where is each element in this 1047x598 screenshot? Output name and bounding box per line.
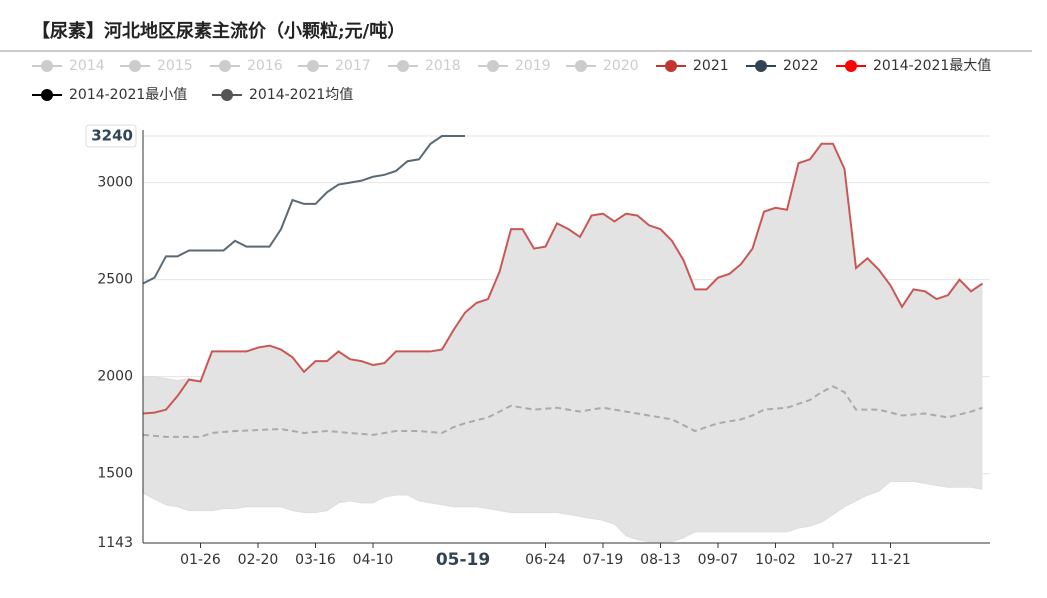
legend-label[interactable]: 2019 — [515, 58, 551, 74]
y-tick-label: 1500 — [97, 466, 133, 482]
range-area — [143, 143, 983, 542]
series-line — [142, 385, 983, 438]
x-tick-label: 10-27 — [813, 552, 854, 568]
x-tick-label: 02-20 — [238, 552, 279, 568]
legend-marker — [41, 89, 53, 101]
legend-label[interactable]: 2017 — [335, 58, 371, 74]
legend-marker — [755, 60, 767, 72]
chart-title: 【尿素】河北地区尿素主流价（小颗粒;元/吨） — [32, 20, 405, 42]
y-pointer-box — [85, 124, 137, 148]
legend-label[interactable]: 2015 — [157, 58, 193, 74]
y-tick-label: 1143 — [97, 535, 133, 551]
y-tick-label: 2500 — [97, 272, 133, 288]
legend-marker — [307, 60, 319, 72]
legend-label[interactable]: 2020 — [603, 58, 639, 74]
x-tick-label: 09-07 — [698, 552, 739, 568]
y-tick-label: 3000 — [97, 175, 133, 191]
x-tick-label: 10-02 — [755, 552, 796, 568]
legend-label[interactable]: 2014-2021最大值 — [873, 58, 991, 74]
legend-marker — [575, 60, 587, 72]
legend-label[interactable]: 2016 — [247, 58, 283, 74]
x-pointer-label: 05-19 — [436, 550, 490, 570]
legend-label[interactable]: 2014 — [69, 58, 105, 74]
legend-marker — [397, 60, 409, 72]
legend-marker — [487, 60, 499, 72]
legend-label[interactable]: 2022 — [783, 58, 819, 74]
x-tick-label: 08-13 — [640, 552, 681, 568]
x-tick-label: 03-16 — [295, 552, 336, 568]
series-line — [142, 480, 983, 543]
legend-marker — [221, 89, 233, 101]
legend-marker — [41, 60, 53, 72]
y-tick-label: 2000 — [97, 369, 133, 385]
series-line — [142, 142, 984, 415]
y-tick-label: 3240 — [91, 127, 133, 145]
legend-label[interactable]: 2014-2021均值 — [249, 87, 353, 103]
x-pointer-box — [432, 548, 494, 573]
legend-marker — [129, 60, 141, 72]
x-tick-label: 11-21 — [870, 552, 911, 568]
legend-label[interactable]: 2014-2021最小值 — [69, 87, 187, 103]
x-tick-label: 01-26 — [180, 552, 221, 568]
x-tick-label: 07-19 — [583, 552, 624, 568]
legend-marker — [665, 60, 677, 72]
x-tick-label: 06-24 — [525, 552, 566, 568]
legend-label[interactable]: 2018 — [425, 58, 461, 74]
legend-label[interactable]: 2021 — [693, 58, 729, 74]
legend-marker — [219, 60, 231, 72]
legend-marker — [845, 60, 857, 72]
series-line — [142, 135, 465, 285]
x-tick-label: 04-10 — [353, 552, 394, 568]
